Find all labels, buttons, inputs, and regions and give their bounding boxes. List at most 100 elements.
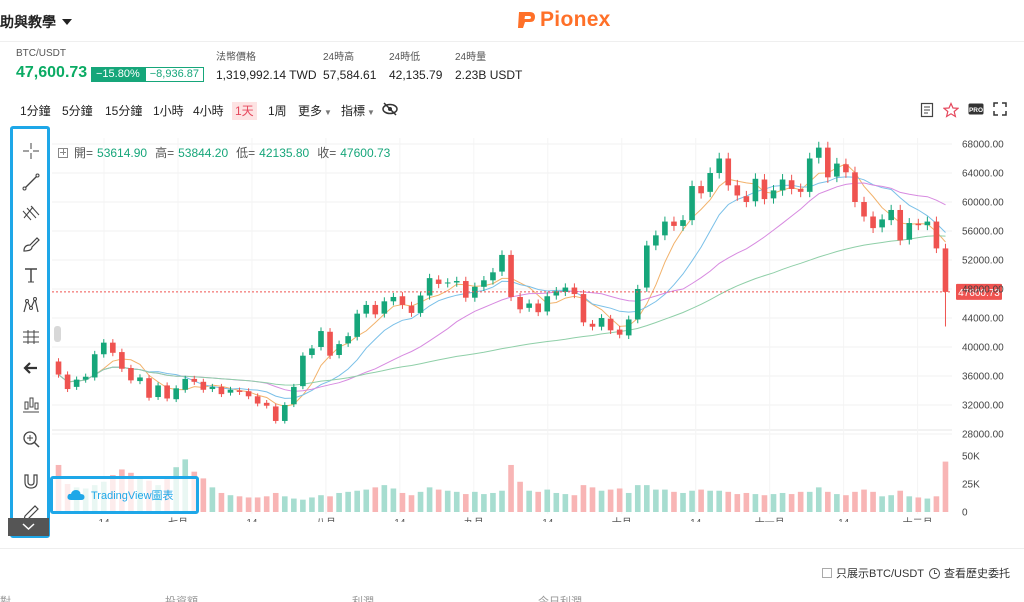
candle: [354, 313, 360, 337]
magnet-icon[interactable]: [21, 471, 41, 491]
candle: [417, 295, 424, 313]
candles-icon[interactable]: [21, 394, 41, 414]
arrow-left-icon[interactable]: [21, 358, 41, 378]
brush-icon[interactable]: [21, 234, 41, 254]
moving-average-line: [58, 235, 946, 386]
volume-bar: [300, 499, 306, 512]
eye-hide-icon[interactable]: [381, 101, 399, 122]
volume-bar: [616, 488, 623, 512]
candle: [770, 190, 777, 199]
more-menu[interactable]: 更多 ▼: [298, 102, 332, 122]
text-tool-icon[interactable]: [21, 265, 41, 285]
open-value: 53614.90: [97, 145, 148, 160]
volume-bar: [843, 495, 849, 512]
history-orders-link[interactable]: 查看歷史委托: [929, 565, 1010, 581]
trend-line-icon[interactable]: [21, 172, 41, 192]
candle: [472, 286, 478, 298]
price-chart[interactable]: 14 七月 14 八月 14 九月 14 十月 14 十一月 14 十二月 47600.73 68000.…: [52, 138, 1014, 522]
candle: [888, 209, 894, 221]
high-block: 24時高 57,584.61: [323, 48, 376, 82]
candle: [363, 304, 370, 314]
candle: [843, 164, 849, 173]
volume-bar: [653, 489, 659, 512]
candle: [825, 147, 831, 178]
indicators-menu[interactable]: 指標 ▼: [341, 102, 375, 122]
volume-bar: [281, 496, 288, 512]
volume-bar: [680, 492, 686, 512]
volume-bar: [444, 490, 451, 512]
candle: [508, 254, 514, 297]
tradingview-label: TradingView圖表: [91, 490, 174, 502]
candle: [734, 185, 741, 196]
volume-bar: [852, 491, 858, 512]
candle: [435, 279, 442, 284]
candle: [182, 378, 189, 390]
fullscreen-icon[interactable]: [993, 102, 1007, 119]
tf-1w[interactable]: 1周: [268, 104, 287, 118]
drawing-tools-panel: [10, 126, 50, 538]
y-tick-label: 32000.00: [962, 401, 1004, 412]
checkbox[interactable]: [822, 568, 832, 578]
candle: [309, 348, 315, 355]
candle: [598, 318, 605, 327]
fiat-value: 1,319,992.14 TWD: [216, 68, 317, 82]
pattern-icon[interactable]: [21, 296, 41, 316]
open-label: 開=: [74, 146, 94, 160]
pro-icon[interactable]: PRO: [968, 102, 984, 119]
fiat-label: 法幣價格: [216, 52, 256, 63]
candle: [291, 386, 297, 405]
candle: [462, 281, 469, 298]
volume-bar: [345, 491, 351, 512]
vol-tick-label: 50K: [962, 452, 980, 463]
tf-1h[interactable]: 1小時: [153, 104, 184, 118]
tf-1d[interactable]: 1天: [232, 102, 257, 120]
collapse-toolbar-button[interactable]: [8, 518, 49, 536]
crosshair-icon[interactable]: [21, 141, 41, 161]
tradingview-badge[interactable]: TradingView圖表: [50, 476, 199, 514]
candle: [834, 163, 840, 177]
low-label: 24時低: [389, 52, 421, 63]
chevron-down-icon: [22, 523, 35, 531]
tf-15m[interactable]: 15分鐘: [105, 104, 143, 118]
close-label: 收=: [317, 146, 337, 160]
volume-bar: [707, 490, 713, 512]
candle: [200, 381, 207, 390]
col-pair: 對: [0, 596, 11, 602]
candle: [607, 318, 614, 331]
candle: [236, 390, 243, 392]
pionex-logo[interactable]: Pionex: [516, 8, 611, 32]
pitchfork-icon[interactable]: [21, 203, 41, 223]
candle: [517, 296, 523, 310]
volume-bar: [426, 487, 433, 512]
volume-bar: [336, 492, 342, 512]
candle: [580, 294, 587, 323]
prediction-icon[interactable]: [21, 327, 41, 347]
candle: [372, 304, 379, 315]
volume-bar: [662, 489, 668, 512]
tf-4h[interactable]: 4小時: [193, 104, 224, 118]
star-icon[interactable]: [942, 102, 960, 121]
tf-5m[interactable]: 5分鐘: [62, 104, 93, 118]
candle: [544, 296, 551, 312]
tf-1m[interactable]: 1分鐘: [20, 104, 51, 118]
candle: [671, 221, 677, 226]
volume-bar: [435, 489, 442, 512]
volume-bar: [888, 495, 894, 512]
last-price-tag: [956, 283, 1002, 300]
chart-toolbar: 1分鐘 5分鐘 15分鐘 1小時 4小時 1天 1周 更多 ▼ 指標 ▼ PRO: [0, 98, 1024, 124]
caret-down-icon: ▼: [367, 108, 375, 117]
candle: [653, 235, 659, 246]
notes-icon[interactable]: [920, 102, 934, 121]
caret-down-icon: ▼: [324, 108, 332, 117]
pionex-logo-icon: [518, 12, 535, 28]
only-btc-toggle[interactable]: 只展示BTC/USDT: [822, 565, 924, 581]
candle: [662, 221, 668, 236]
plus-square-icon[interactable]: [58, 147, 68, 158]
volume-bar: [671, 491, 677, 512]
zoom-in-icon[interactable]: [21, 429, 41, 449]
candle: [725, 158, 732, 186]
volume-bar: [571, 495, 578, 512]
help-menu[interactable]: 助與教學: [0, 12, 72, 32]
vol-block: 24時量 2.23B USDT: [455, 48, 522, 82]
candle: [64, 374, 71, 390]
